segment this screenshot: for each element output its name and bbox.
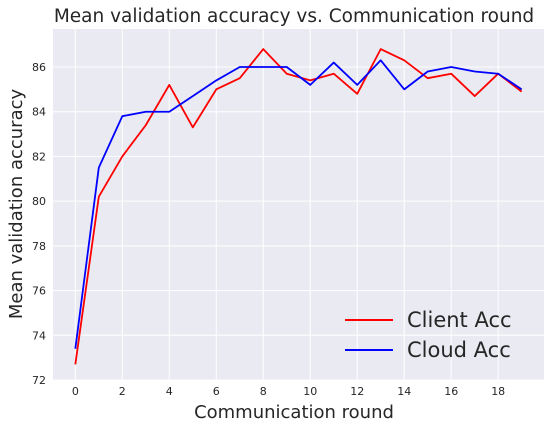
y-tick-label: 76: [32, 285, 46, 298]
x-axis-label: Communication round: [194, 402, 394, 423]
y-tick-labels: 72 74 76 78 80 82 84 86: [32, 61, 46, 387]
x-tick-label: 10: [303, 385, 317, 398]
x-tick-label: 6: [213, 385, 220, 398]
legend: Client Acc Cloud Acc: [345, 308, 512, 362]
x-tick-label: 8: [260, 385, 267, 398]
y-tick-label: 80: [32, 195, 46, 208]
legend-label-cloud: Cloud Acc: [407, 338, 511, 362]
series-lines: [74, 48, 523, 365]
x-tick-label: 18: [491, 385, 505, 398]
plot-background: [53, 29, 544, 380]
y-tick-label: 86: [32, 61, 46, 74]
grid-lines: [53, 29, 544, 381]
x-tick-label: 0: [72, 385, 79, 398]
y-tick-label: 72: [32, 374, 46, 387]
y-tick-label: 78: [32, 240, 46, 253]
x-tick-label: 14: [397, 385, 411, 398]
y-tick-label: 84: [32, 106, 46, 119]
y-tick-label: 82: [32, 150, 46, 163]
series-line-cloud: [74, 59, 523, 349]
x-tick-label: 4: [166, 385, 173, 398]
chart-title: Mean validation accuracy vs. Communicati…: [54, 6, 534, 27]
y-tick-label: 74: [32, 329, 46, 342]
x-tick-label: 16: [444, 385, 458, 398]
y-axis-label: Mean validation accuracy: [6, 88, 27, 319]
x-tick-labels: 0 2 4 6 8 10 12 14 16 18: [72, 385, 505, 398]
x-tick-label: 2: [119, 385, 126, 398]
x-tick-label: 12: [350, 385, 364, 398]
legend-label-client: Client Acc: [407, 308, 512, 332]
